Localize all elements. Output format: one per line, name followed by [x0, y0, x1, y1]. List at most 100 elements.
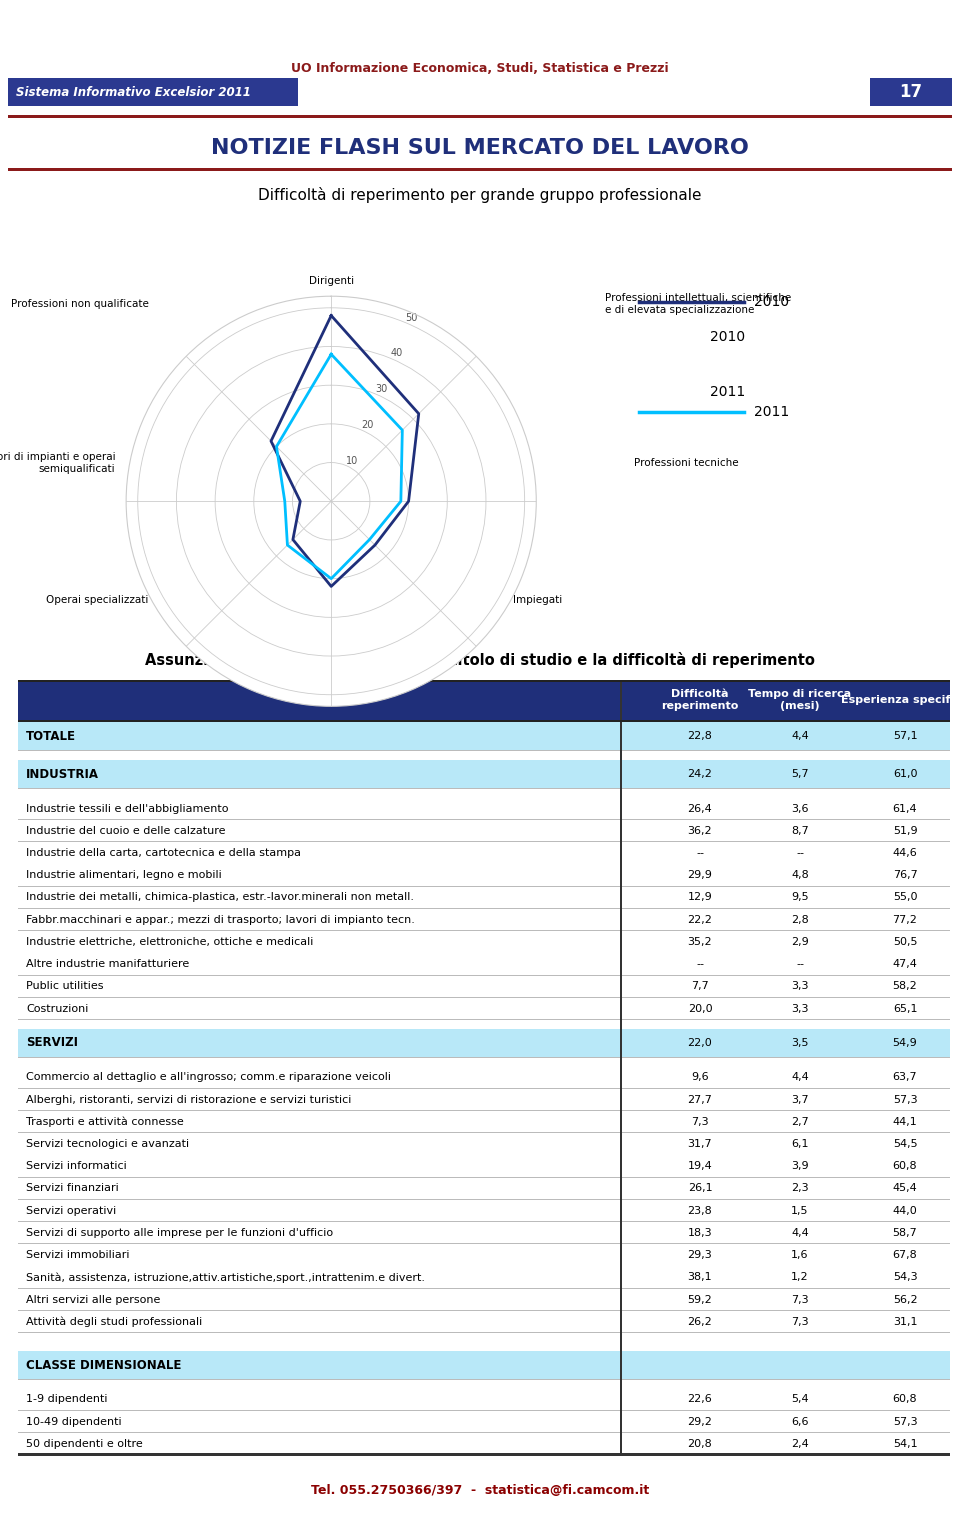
Text: 67,8: 67,8	[893, 1250, 918, 1261]
Text: Alberghi, ristoranti, servizi di ristorazione e servizi turistici: Alberghi, ristoranti, servizi di ristora…	[26, 1095, 351, 1104]
Text: 3,7: 3,7	[791, 1095, 809, 1104]
Text: 9,5: 9,5	[791, 893, 809, 902]
Bar	[18, 1288, 950, 1311]
Text: 58,7: 58,7	[893, 1227, 918, 1238]
Text: 7,3: 7,3	[791, 1294, 809, 1305]
Text: 58,2: 58,2	[893, 981, 918, 992]
Text: 54,3: 54,3	[893, 1273, 918, 1282]
Text: 60,8: 60,8	[893, 1161, 918, 1171]
Bar	[18, 887, 950, 908]
Text: NOTIZIE FLASH SUL MERCATO DEL LAVORO: NOTIZIE FLASH SUL MERCATO DEL LAVORO	[211, 138, 749, 158]
Bar	[18, 1267, 950, 1288]
Bar	[18, 1350, 950, 1379]
Text: 22,0: 22,0	[687, 1037, 712, 1048]
Text: Industrie tessili e dell'abbigliamento: Industrie tessili e dell'abbigliamento	[26, 804, 228, 814]
Text: 57,3: 57,3	[893, 1095, 918, 1104]
Text: 3,3: 3,3	[791, 1004, 808, 1013]
Bar	[18, 975, 950, 998]
Text: 2,8: 2,8	[791, 914, 809, 925]
Text: UO Informazione Economica, Studi, Statistica e Prezzi: UO Informazione Economica, Studi, Statis…	[291, 61, 669, 74]
Text: 22,8: 22,8	[687, 732, 712, 741]
Text: 7,3: 7,3	[691, 1116, 708, 1127]
Text: 5,7: 5,7	[791, 769, 809, 779]
Text: 20,0: 20,0	[687, 1004, 712, 1013]
Bar	[620, 681, 621, 1455]
Text: Esperienza specifica: Esperienza specifica	[841, 696, 960, 705]
Text: SERVIZI: SERVIZI	[26, 1036, 78, 1050]
Text: 2,3: 2,3	[791, 1183, 809, 1194]
Text: --: --	[696, 958, 704, 969]
Text: 76,7: 76,7	[893, 870, 918, 881]
Text: 2011: 2011	[754, 406, 789, 419]
Text: --: --	[796, 958, 804, 969]
Text: Altri servizi alle persone: Altri servizi alle persone	[26, 1294, 160, 1305]
Text: Industrie alimentari, legno e mobili: Industrie alimentari, legno e mobili	[26, 870, 222, 881]
Text: 24,2: 24,2	[687, 769, 712, 779]
Bar	[18, 1177, 950, 1200]
Text: 57,1: 57,1	[893, 732, 918, 741]
Text: Tel. 055.2750366/397  -  statistica@fi.camcom.it: Tel. 055.2750366/397 - statistica@fi.cam…	[311, 1484, 649, 1496]
Bar	[18, 1388, 950, 1411]
Bar	[18, 998, 950, 1019]
Bar	[8, 169, 952, 172]
Text: 2010: 2010	[754, 295, 789, 308]
Text: 44,1: 44,1	[893, 1116, 918, 1127]
Text: 54,9: 54,9	[893, 1037, 918, 1048]
Text: 2011: 2011	[710, 384, 746, 399]
Text: Sanità, assistenza, istruzione,attiv.artistiche,sport.,intrattenim.e divert.: Sanità, assistenza, istruzione,attiv.art…	[26, 1271, 425, 1282]
Bar	[18, 1432, 950, 1455]
Text: Sistema Informativo Excelsior 2011: Sistema Informativo Excelsior 2011	[16, 85, 251, 99]
Text: 2010: 2010	[710, 330, 746, 345]
Text: 1,2: 1,2	[791, 1273, 809, 1282]
Text: 26,1: 26,1	[687, 1183, 712, 1194]
Text: Operai specializzati: Operai specializzati	[46, 595, 149, 605]
Bar	[18, 760, 950, 788]
Text: Servizi informatici: Servizi informatici	[26, 1161, 127, 1171]
Text: 1,6: 1,6	[791, 1250, 808, 1261]
Bar	[18, 1028, 950, 1057]
Text: 50 dipendenti e oltre: 50 dipendenti e oltre	[26, 1438, 143, 1449]
Bar	[18, 1133, 950, 1154]
Bar	[18, 1154, 950, 1177]
Text: 6,1: 6,1	[791, 1139, 808, 1148]
Text: Assunzioni non stagionali secondo il titolo di studio e la difficoltà di reperim: Assunzioni non stagionali secondo il tit…	[145, 652, 815, 668]
Text: Costruzioni: Costruzioni	[26, 1004, 88, 1013]
Bar	[8, 77, 298, 106]
Bar	[18, 864, 950, 887]
Text: 57,3: 57,3	[893, 1417, 918, 1426]
Bar	[18, 797, 950, 820]
Text: 61,4: 61,4	[893, 804, 918, 814]
Text: 36,2: 36,2	[687, 826, 712, 835]
Text: 35,2: 35,2	[687, 937, 712, 946]
Text: 29,3: 29,3	[687, 1250, 712, 1261]
Text: 54,1: 54,1	[893, 1438, 918, 1449]
Text: 1,5: 1,5	[791, 1206, 808, 1215]
Text: Industrie della carta, cartotecnica e della stampa: Industrie della carta, cartotecnica e de…	[26, 848, 301, 858]
Text: Professioni intellettuali, scientifiche
e di elevata specializzazione: Professioni intellettuali, scientifiche …	[605, 293, 791, 314]
Text: 23,8: 23,8	[687, 1206, 712, 1215]
Text: 4,4: 4,4	[791, 732, 809, 741]
Text: 31,1: 31,1	[893, 1317, 917, 1326]
Text: Industrie elettriche, elettroniche, ottiche e medicali: Industrie elettriche, elettroniche, otti…	[26, 937, 313, 946]
Text: 55,0: 55,0	[893, 893, 917, 902]
Text: Professioni qualificate nelle attività
commerciali e nei servizi: Professioni qualificate nelle attività c…	[239, 643, 423, 664]
Bar	[18, 1200, 950, 1221]
Text: Attività degli studi professionali: Attività degli studi professionali	[26, 1317, 203, 1328]
Text: 65,1: 65,1	[893, 1004, 917, 1013]
Text: Professioni tecniche: Professioni tecniche	[634, 459, 738, 468]
Text: 22,6: 22,6	[687, 1394, 712, 1405]
Text: --: --	[796, 848, 804, 858]
Bar	[18, 908, 950, 931]
Text: Public utilities: Public utilities	[26, 981, 104, 992]
Text: Professioni non qualificate: Professioni non qualificate	[11, 299, 149, 308]
Text: 2,4: 2,4	[791, 1438, 809, 1449]
Text: INDUSTRIA: INDUSTRIA	[26, 767, 99, 781]
Text: 59,2: 59,2	[687, 1294, 712, 1305]
Bar	[18, 1066, 950, 1089]
Text: Industrie dei metalli, chimica-plastica, estr.-lavor.minerali non metall.: Industrie dei metalli, chimica-plastica,…	[26, 893, 414, 902]
Text: Servizi finanziari: Servizi finanziari	[26, 1183, 119, 1194]
Text: 77,2: 77,2	[893, 914, 918, 925]
Text: 3,3: 3,3	[791, 981, 808, 992]
Text: 20,8: 20,8	[687, 1438, 712, 1449]
Bar	[18, 952, 950, 975]
